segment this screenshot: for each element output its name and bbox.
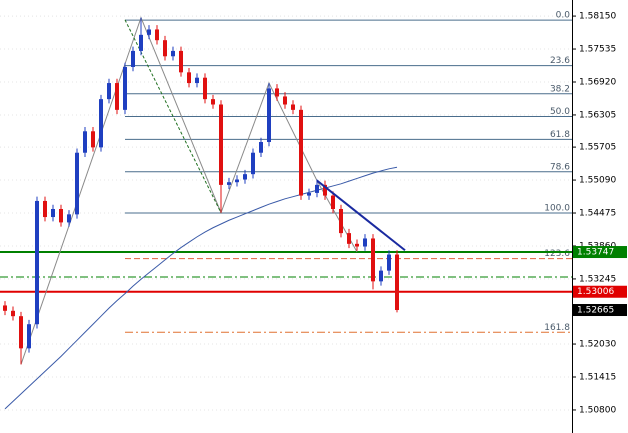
y-tick-label: 1.50800 bbox=[579, 405, 616, 415]
candle-body bbox=[91, 131, 95, 148]
moving-average bbox=[4, 166, 398, 410]
candle-body bbox=[3, 305, 7, 311]
fib-label: 50.0 bbox=[550, 107, 570, 117]
candle-body bbox=[179, 50, 183, 73]
price-tag-label: 1.53747 bbox=[577, 248, 614, 258]
candle-body bbox=[147, 29, 151, 35]
candle-body bbox=[379, 270, 383, 282]
fib-label: 123.6 bbox=[544, 249, 570, 259]
candle-body bbox=[203, 77, 207, 100]
candle-body bbox=[347, 233, 351, 244]
price-tag-label: 1.53006 bbox=[577, 287, 614, 297]
candle-body bbox=[363, 238, 367, 247]
candle-body bbox=[187, 72, 191, 84]
y-tick-label: 1.56305 bbox=[579, 110, 616, 120]
fib-label: 0.0 bbox=[556, 11, 571, 21]
fib-label: 100.0 bbox=[544, 204, 570, 214]
trendline bbox=[316, 179, 406, 252]
candle-body bbox=[339, 208, 343, 234]
y-tick-label: 1.56920 bbox=[579, 77, 616, 87]
y-tick-label: 1.53245 bbox=[579, 274, 616, 284]
y-tick-label: 1.55090 bbox=[579, 176, 616, 186]
candle-body bbox=[395, 254, 399, 311]
y-tick-label: 1.51415 bbox=[579, 372, 616, 382]
candle-body bbox=[387, 254, 391, 271]
candle-body bbox=[43, 200, 47, 218]
candle-body bbox=[139, 34, 143, 51]
candle-body bbox=[275, 88, 279, 97]
candle-body bbox=[83, 131, 87, 153]
candle-body bbox=[51, 208, 55, 218]
candle-body bbox=[35, 200, 39, 325]
candle-body bbox=[259, 142, 263, 153]
candle-body bbox=[171, 50, 175, 57]
candle-body bbox=[115, 83, 119, 110]
candle-body bbox=[155, 29, 159, 41]
candle-body bbox=[123, 66, 127, 110]
candle-body bbox=[27, 324, 31, 349]
fib-label: 61.8 bbox=[550, 130, 570, 140]
fib-label: 161.8 bbox=[544, 323, 570, 333]
candle-body bbox=[211, 99, 215, 105]
candle-body bbox=[19, 316, 23, 349]
y-tick-label: 1.57535 bbox=[579, 45, 616, 55]
price-tag-label: 1.52665 bbox=[577, 306, 614, 316]
candle-body bbox=[107, 83, 111, 100]
candle-body bbox=[243, 174, 247, 180]
candle-body bbox=[315, 184, 319, 193]
fib-label: 23.6 bbox=[550, 56, 570, 66]
fib-label: 78.6 bbox=[550, 162, 570, 172]
y-tick-label: 1.55705 bbox=[579, 143, 616, 153]
price-tag bbox=[573, 304, 627, 317]
price-tag bbox=[573, 246, 627, 259]
candle-body bbox=[59, 208, 63, 223]
candle-body bbox=[235, 179, 239, 183]
y-tick-label: 1.58150 bbox=[579, 12, 616, 22]
candle-body bbox=[307, 192, 311, 196]
candle-body bbox=[219, 104, 223, 185]
y-tick-label: 1.54475 bbox=[579, 209, 616, 219]
candle-body bbox=[355, 243, 359, 247]
candle-body bbox=[227, 182, 231, 185]
fib-label: 38.2 bbox=[550, 84, 570, 94]
candle-body bbox=[131, 50, 135, 67]
y-tick-label: 1.52030 bbox=[579, 340, 616, 350]
candle-body bbox=[99, 99, 103, 148]
price-tag bbox=[573, 285, 627, 298]
candle-body bbox=[299, 109, 303, 196]
candle-body bbox=[331, 195, 335, 209]
candle-body bbox=[371, 238, 375, 282]
candle-body bbox=[251, 152, 255, 175]
candle-body bbox=[11, 310, 15, 317]
candle-body bbox=[75, 152, 79, 215]
candle-body bbox=[195, 77, 199, 84]
candle-body bbox=[163, 40, 167, 57]
candle-body bbox=[283, 96, 287, 105]
candle-body bbox=[323, 184, 327, 196]
candle-body bbox=[267, 88, 271, 143]
candle-body bbox=[291, 104, 295, 110]
candle-body bbox=[67, 214, 71, 223]
